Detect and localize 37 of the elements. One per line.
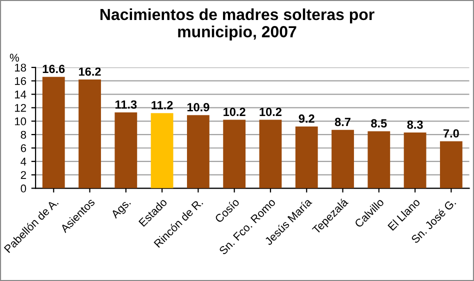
data-label: 11.3 xyxy=(115,100,137,109)
y-tick-label: 18 xyxy=(15,64,26,72)
data-label: 8.3 xyxy=(407,120,423,129)
y-tick-label: 10 xyxy=(15,117,26,126)
y-tick-label: 2 xyxy=(20,171,26,179)
bar xyxy=(42,76,65,188)
bar xyxy=(259,120,282,188)
bar xyxy=(114,112,138,188)
chart-title: Nacimientos de madres solteras por municipio, 2007 xyxy=(100,8,374,41)
y-tick-label: 6 xyxy=(20,144,26,152)
data-label: 8.7 xyxy=(334,118,350,126)
data-label: 11.2 xyxy=(152,101,173,110)
y-tick-label: 14 xyxy=(15,90,26,98)
data-label: 16.6 xyxy=(42,64,65,74)
bar xyxy=(78,80,101,188)
bar xyxy=(223,120,246,188)
y-tick-label: 12 xyxy=(15,104,26,112)
data-label: 7.0 xyxy=(443,129,459,138)
y-tick-label: 0 xyxy=(20,184,26,192)
bar xyxy=(440,141,462,188)
bar xyxy=(295,126,318,188)
y-axis-title: % xyxy=(10,54,20,62)
bar xyxy=(404,132,426,188)
data-label: 16.2 xyxy=(79,67,101,76)
data-label: 9.2 xyxy=(298,114,314,123)
data-label: 10.9 xyxy=(187,103,210,112)
bar xyxy=(150,113,174,188)
bar xyxy=(332,130,354,188)
y-tick-label: 4 xyxy=(20,158,26,166)
x-tick-label: Ags. xyxy=(110,198,133,220)
y-tick-label: 8 xyxy=(20,130,26,139)
data-label: 10.2 xyxy=(224,108,246,116)
bar xyxy=(368,131,390,188)
bar xyxy=(186,115,210,188)
data-label: 8.5 xyxy=(371,119,387,128)
y-tick-label: 16 xyxy=(15,77,26,85)
data-label: 10.2 xyxy=(260,108,282,116)
